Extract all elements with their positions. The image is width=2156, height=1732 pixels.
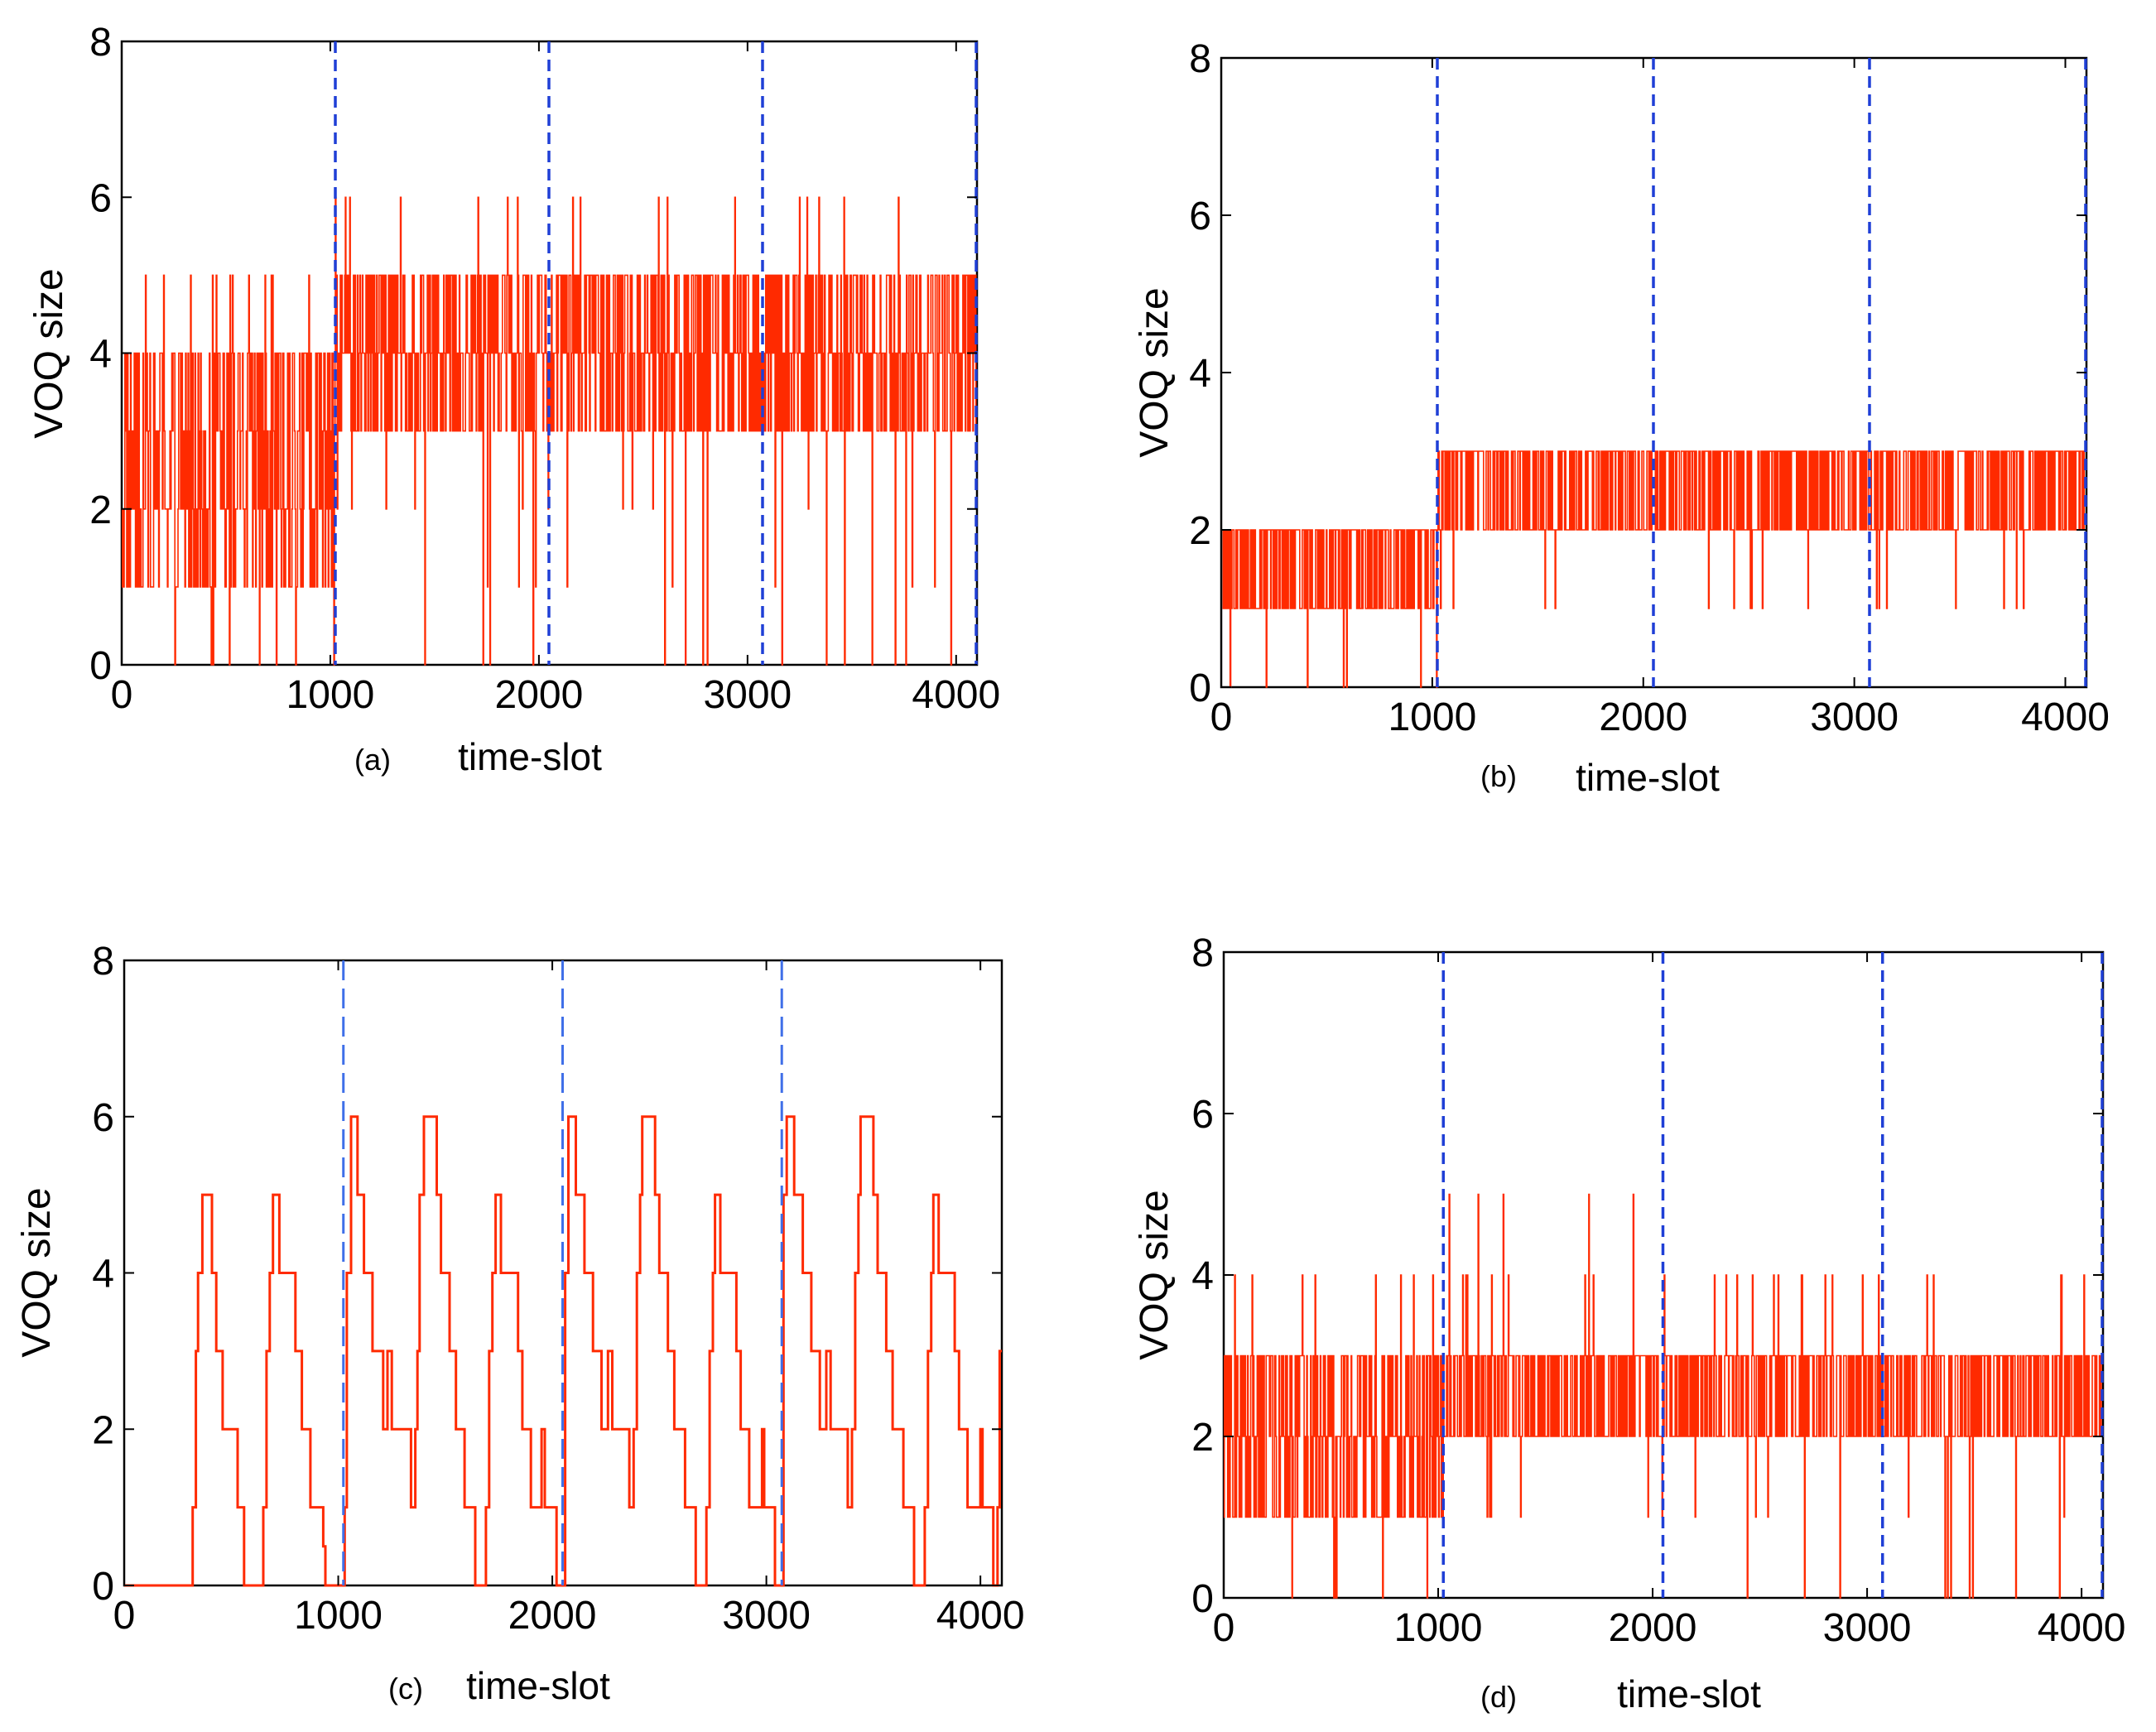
x-axis-label: time-slot bbox=[1576, 756, 1720, 799]
panel-label: (c) bbox=[388, 1672, 423, 1706]
x-tick-label: 1000 bbox=[286, 673, 375, 717]
y-tick-label: 4 bbox=[92, 1253, 114, 1297]
x-axis-label: time-slot bbox=[458, 735, 602, 778]
y-tick-label: 2 bbox=[92, 1408, 114, 1452]
x-tick-label: 3000 bbox=[1810, 695, 1899, 739]
y-tick-label: 4 bbox=[1191, 1254, 1214, 1298]
x-tick-label: 0 bbox=[1213, 1606, 1235, 1650]
y-tick-label: 8 bbox=[92, 940, 114, 984]
x-tick-label: 1000 bbox=[1394, 1606, 1483, 1650]
y-tick-label: 0 bbox=[1189, 666, 1211, 710]
x-tick-label: 4000 bbox=[2021, 695, 2110, 739]
y-tick-label: 2 bbox=[89, 488, 112, 532]
series-line bbox=[124, 1115, 1002, 1587]
y-tick-label: 2 bbox=[1189, 509, 1211, 553]
x-tick-label: 4000 bbox=[936, 1594, 1025, 1638]
y-tick-label: 0 bbox=[89, 644, 112, 688]
y-tick-label: 0 bbox=[1191, 1577, 1214, 1621]
y-tick-label: 0 bbox=[92, 1565, 114, 1609]
x-tick-label: 2000 bbox=[508, 1594, 597, 1638]
x-tick-label: 2000 bbox=[495, 673, 584, 717]
x-axis-label: time-slot bbox=[1617, 1672, 1761, 1715]
x-tick-label: 3000 bbox=[1823, 1606, 1912, 1650]
series-line bbox=[122, 196, 977, 666]
x-tick-label: 0 bbox=[1210, 695, 1233, 739]
y-tick-label: 8 bbox=[1191, 931, 1214, 975]
x-tick-label: 0 bbox=[113, 1594, 136, 1638]
panel-label: (a) bbox=[354, 743, 391, 777]
y-tick-label: 6 bbox=[89, 176, 112, 220]
chart-panel-a: 0 1000 2000 3000 4000 0 2 4 6 8 VOQ size (a) time-sl… bbox=[27, 21, 1000, 778]
y-tick-label: 8 bbox=[89, 21, 112, 65]
chart-panel-c: 0 1000 2000 3000 4000 0 2 4 6 8 VOQ size (c) time-sl… bbox=[15, 940, 1025, 1707]
y-tick-label: 6 bbox=[92, 1096, 114, 1140]
y-tick-label: 6 bbox=[1191, 1093, 1214, 1137]
y-axis-label: VOQ size bbox=[1133, 287, 1177, 457]
x-tick-label: 0 bbox=[111, 673, 133, 717]
y-tick-label: 4 bbox=[89, 333, 112, 377]
x-tick-label: 3000 bbox=[703, 673, 792, 717]
x-tick-label: 2000 bbox=[1609, 1606, 1697, 1650]
x-tick-label: 3000 bbox=[722, 1594, 811, 1638]
panel-label: (d) bbox=[1480, 1680, 1517, 1714]
y-tick-label: 6 bbox=[1189, 195, 1211, 238]
x-tick-label: 4000 bbox=[912, 673, 1000, 717]
chart-panel-b: 0 1000 2000 3000 4000 0 2 4 6 8 VOQ size (b) time-sl… bbox=[1133, 37, 2110, 799]
chart-panel-d: 0 1000 2000 3000 4000 0 2 4 6 8 VOQ size (d) time-sl… bbox=[1133, 931, 2125, 1715]
series-line bbox=[1221, 450, 2086, 688]
y-axis-label: VOQ size bbox=[1133, 1190, 1177, 1359]
y-tick-label: 2 bbox=[1191, 1416, 1214, 1460]
x-tick-label: 1000 bbox=[1388, 695, 1476, 739]
y-tick-label: 4 bbox=[1189, 352, 1211, 396]
x-axis-label: time-slot bbox=[466, 1664, 610, 1707]
y-axis-label: VOQ size bbox=[15, 1187, 59, 1357]
y-axis-label: VOQ size bbox=[27, 268, 71, 438]
x-tick-label: 2000 bbox=[1599, 695, 1687, 739]
x-tick-label: 4000 bbox=[2038, 1606, 2126, 1650]
panel-label: (b) bbox=[1480, 759, 1517, 793]
x-tick-label: 1000 bbox=[294, 1594, 383, 1638]
series-line bbox=[1224, 1193, 2103, 1599]
y-tick-label: 8 bbox=[1189, 37, 1211, 81]
